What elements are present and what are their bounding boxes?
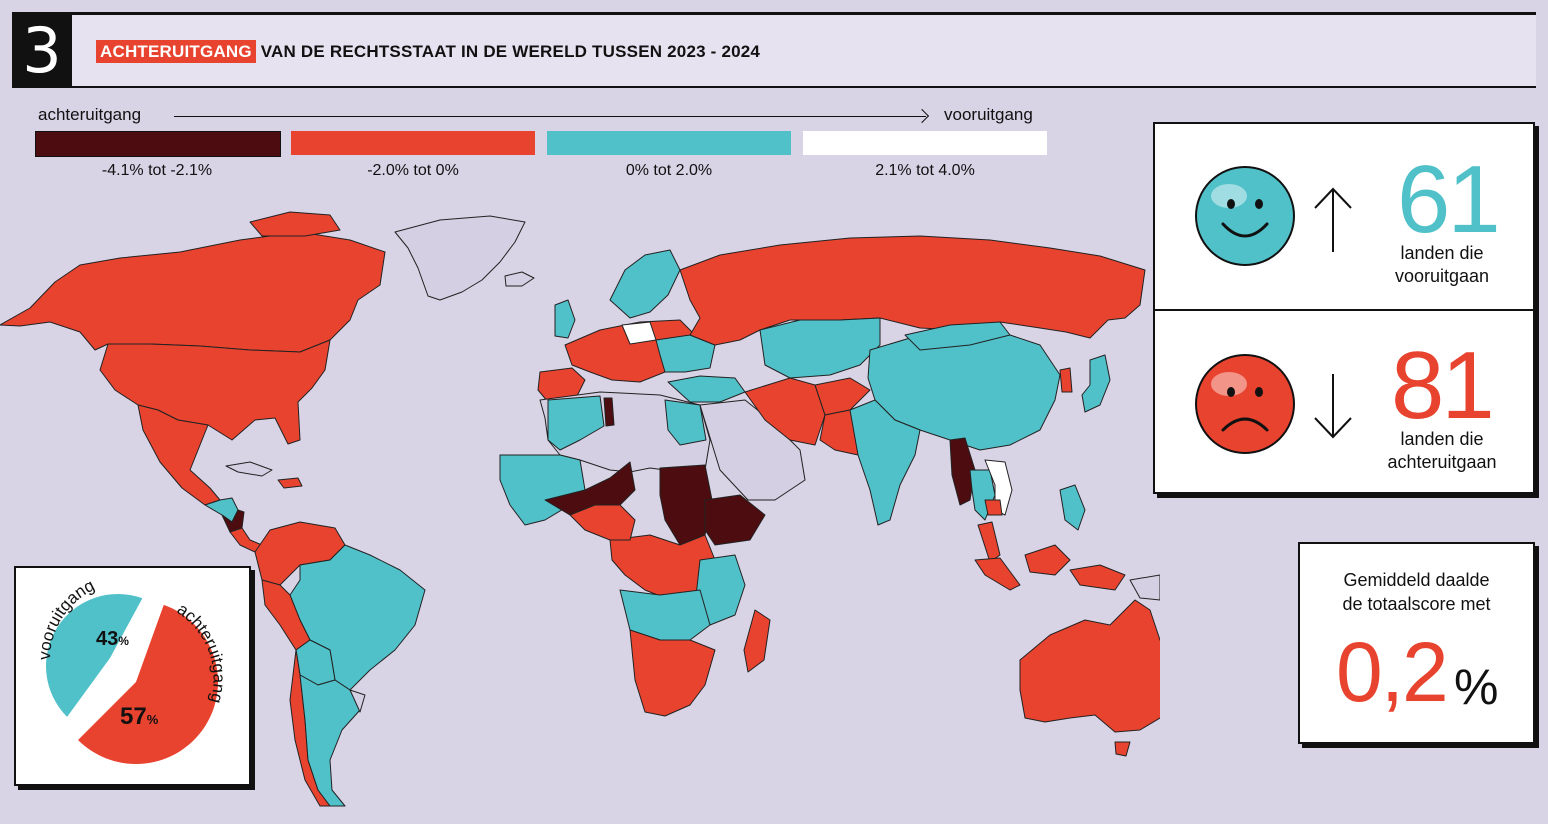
pie-value-progress: 43% [96, 628, 129, 650]
region-uk [554, 299, 576, 339]
region-southern-africa [629, 629, 716, 717]
region-australia [1019, 599, 1160, 733]
region-egypt [664, 399, 707, 446]
region-pakistan [819, 409, 859, 456]
sad-face-icon [1195, 354, 1295, 454]
stats-panel: 61 landen die vooruitgaan 81 landen die … [1153, 122, 1535, 494]
world-map [0, 211, 1160, 807]
region-scandinavia [609, 249, 681, 319]
legend-start-label: achteruitgang [38, 105, 142, 124]
average-value: 0,2 [1336, 625, 1449, 719]
happy-face-icon [1195, 166, 1295, 266]
region-canada-islands [249, 211, 341, 237]
region-canada [0, 231, 386, 353]
region-papua [1129, 574, 1160, 601]
region-malaysia [977, 521, 1001, 563]
arrow-up-icon [1314, 187, 1352, 252]
region-tunisia [603, 397, 615, 427]
legend-label-strong-progress: 2.1% tot 4.0% [875, 162, 975, 179]
decline-caption: landen die achteruitgaan [1387, 429, 1497, 472]
legend-label-severe-decline: -4.1% tot -2.1% [101, 162, 213, 179]
region-iceland [504, 271, 535, 287]
average-card: Gemiddeld daalde de totaalscore met 0,2 … [1298, 542, 1535, 744]
region-mexico [137, 404, 221, 506]
region-indonesia-west [974, 557, 1021, 591]
progress-caption: landen die vooruitgaan [1394, 243, 1490, 286]
header-bar: 3 ACHTERUITGANG VAN DE RECHTSSTAAT IN DE… [12, 12, 1536, 88]
region-algeria-west [547, 395, 605, 451]
legend-swatch-severe-decline [35, 131, 281, 157]
legend-label-progress: 0% tot 2.0% [625, 162, 713, 179]
region-hispaniola [277, 477, 303, 489]
region-korea [1059, 367, 1073, 393]
region-greenland [394, 215, 526, 301]
average-unit: % [1454, 659, 1499, 715]
legend-swatch-strong-progress [803, 131, 1047, 155]
section-number: 3 [12, 15, 72, 86]
region-cambodia [984, 499, 1003, 516]
legend-label-decline: -2.0% tot 0% [367, 162, 459, 179]
region-gulf-guinea [569, 504, 636, 541]
pie-slice-progress [45, 594, 143, 717]
region-turkey [667, 375, 746, 403]
page-title: ACHTERUITGANG VAN DE RECHTSSTAAT IN DE W… [96, 40, 761, 63]
region-vietnam [984, 459, 1013, 516]
stats-divider [1155, 309, 1533, 311]
pie-value-decline: 57% [120, 703, 159, 730]
region-philippines [1059, 484, 1086, 531]
region-indonesia-east [1069, 564, 1126, 591]
region-cuba [225, 461, 273, 477]
region-japan [1081, 354, 1111, 413]
region-indonesia-central [1024, 544, 1071, 576]
region-myanmar [949, 437, 976, 506]
region-argentina [299, 674, 361, 807]
arrow-down-icon [1314, 374, 1352, 439]
legend-end-label: vooruitgang [944, 105, 1033, 124]
decline-count: 81 [1391, 332, 1495, 439]
region-uruguay [349, 689, 366, 713]
region-ethiopia [704, 494, 766, 546]
legend-swatch-progress [547, 131, 791, 155]
average-caption: Gemiddeld daalde de totaalscore met [1342, 570, 1491, 614]
pie-card: vooruitgang achteruitgang 43% 57% [14, 566, 251, 786]
legend-arrow-icon [174, 116, 926, 117]
pie-slice-decline [78, 604, 218, 764]
region-arabia [699, 399, 806, 501]
region-sudan [659, 464, 713, 546]
progress-count: 61 [1397, 146, 1501, 253]
region-tasmania [1114, 741, 1131, 757]
title-rest: VAN DE RECHTSSTAAT IN DE WERELD TUSSEN 2… [260, 42, 761, 61]
title-highlight: ACHTERUITGANG [96, 40, 256, 63]
pie-chart: vooruitgang achteruitgang 43% 57% [35, 576, 229, 764]
region-russia [679, 235, 1146, 346]
region-afghanistan [814, 377, 871, 416]
region-madagascar [743, 609, 771, 673]
region-iran [744, 377, 826, 446]
legend-swatch-decline [291, 131, 535, 155]
region-usa [99, 339, 331, 445]
region-mongolia [904, 321, 1011, 351]
region-central-asia [759, 317, 881, 379]
